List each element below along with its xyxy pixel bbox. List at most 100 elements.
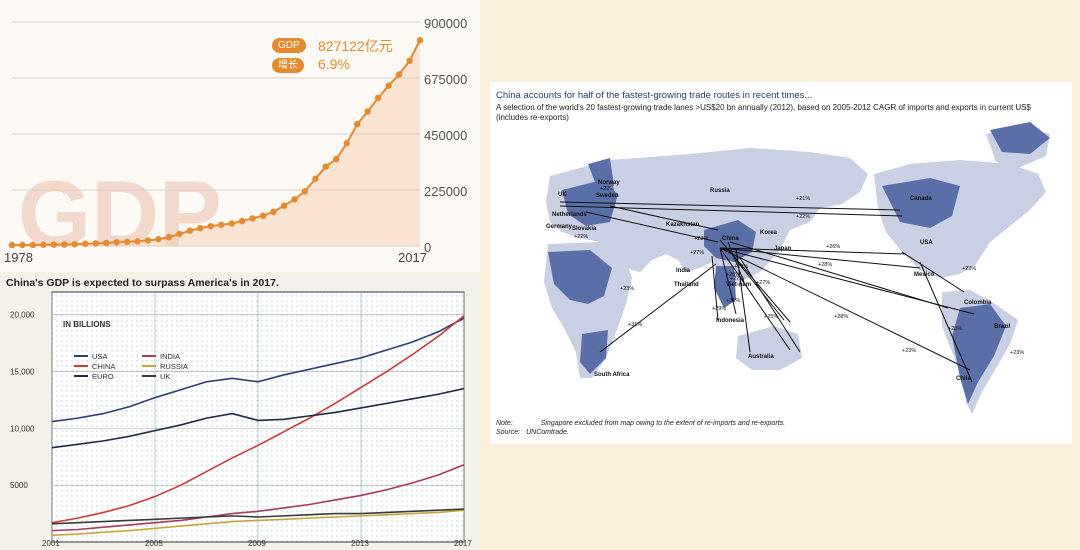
map-subtitle: A selection of the world's 20 fastest-gr… <box>496 103 1031 122</box>
gdp-data-point <box>218 221 225 228</box>
series-line-uk <box>51 508 465 525</box>
gdp-y-tick-label: 225000 <box>424 184 467 199</box>
map-footnote: Note: Singapore excluded from map owing … <box>496 420 785 437</box>
note-label: Note: <box>496 420 513 427</box>
gdp-watermark: GDP <box>18 161 222 266</box>
gdp-data-point <box>71 240 78 248</box>
route-growth-label: +31% <box>726 298 740 304</box>
trade-route-line <box>559 201 901 211</box>
gdp-data-point <box>50 241 58 248</box>
projection-x-tick-label: 2009 <box>248 539 266 548</box>
gdp-data-point <box>291 196 298 203</box>
south-africa-shape <box>580 330 608 374</box>
gdp-y-tick-label: 675000 <box>424 72 467 87</box>
trade-route-line <box>719 247 791 351</box>
europe-asia-landmass <box>546 148 868 282</box>
gdp-data-point <box>270 208 277 215</box>
trade-route-line <box>719 247 737 315</box>
route-growth-label: +28% <box>818 262 832 268</box>
scandinavia-shape <box>588 158 614 190</box>
gdp-data-point <box>176 230 183 238</box>
trade-route-line <box>729 241 949 309</box>
projection-x-tick-label: 2005 <box>145 539 163 548</box>
trade-route-line <box>735 259 785 321</box>
trade-route-line <box>719 239 791 323</box>
projection-x-tick-label: 2013 <box>351 539 369 548</box>
country-label-viet-nam: Viet-nam <box>726 282 751 288</box>
legend-label-usa: USA <box>92 352 107 361</box>
trade-route-line <box>585 211 719 243</box>
source-label: Source: <box>496 428 521 436</box>
country-label-usa: USA <box>920 240 933 246</box>
gdp-y-tick-label: 0 <box>424 240 431 255</box>
trade-route-line <box>719 247 907 255</box>
trade-route-line <box>719 247 921 269</box>
legend-label-euro: EURO <box>92 372 114 381</box>
gdp-data-point <box>322 163 330 170</box>
country-label-norway: Norway <box>598 180 620 186</box>
gdp-data-point <box>155 236 162 243</box>
gdp-data-point <box>113 239 120 246</box>
projection-y-tick-label: 10,000 <box>10 424 35 433</box>
gdp-data-point <box>395 71 403 78</box>
gdp-data-point <box>374 94 382 102</box>
country-label-indonesia: Indonesia <box>716 318 745 324</box>
country-label-australia: Australia <box>748 354 774 360</box>
trade-routes-map: China accounts for half of the fastest-g… <box>490 82 1072 444</box>
gdp-data-point <box>92 240 99 247</box>
country-label-chile: Chile <box>956 376 971 382</box>
country-label-colombia: Colombia <box>964 300 992 306</box>
gdp-data-point <box>165 233 173 241</box>
note-text: Singapore excluded from map owing to the… <box>540 420 786 427</box>
route-growth-label: +29% <box>712 306 726 312</box>
gdp-data-point <box>123 238 131 245</box>
gdp-data-point <box>354 121 361 128</box>
country-label-mexico: Mexico <box>914 272 935 278</box>
gdp-data-point <box>238 217 246 225</box>
gdp-projection-chart: China's GDP is expected to surpass Ameri… <box>0 274 480 550</box>
country-label-india: India <box>676 268 691 274</box>
gdp-data-point <box>207 222 214 230</box>
legend-label-russia: RUSSIA <box>160 362 188 371</box>
gdp-data-point <box>197 224 204 232</box>
route-growth-label: +29% <box>734 264 748 270</box>
projection-title: China's GDP is expected to surpass Ameri… <box>6 277 279 289</box>
legend-label-uk: UK <box>160 372 170 381</box>
trade-route-line <box>739 257 801 353</box>
gdp-series-line <box>11 39 421 247</box>
gdp-y-tick-label: 450000 <box>424 128 467 143</box>
route-growth-label: +23% <box>620 286 634 292</box>
south-america-highlight <box>952 304 1006 404</box>
gdp-data-point <box>343 140 350 147</box>
route-growth-label: +23% <box>1010 350 1024 356</box>
gdp-data-point <box>333 155 340 163</box>
australia-landmass <box>736 326 802 370</box>
projection-x-tick-label: 2017 <box>454 539 472 548</box>
gdp-data-point <box>134 238 141 245</box>
country-label-korea: Korea <box>760 230 778 236</box>
series-line-china <box>51 315 465 524</box>
projection-y-tick-label: 20,000 <box>10 311 35 320</box>
map-title: China accounts for half of the fastest-g… <box>496 90 813 101</box>
route-growth-label: +28% <box>726 272 740 278</box>
route-growth-label: +23% <box>948 326 962 332</box>
gdp-data-point <box>144 237 152 244</box>
route-growth-label: +23% <box>962 266 976 272</box>
series-line-euro <box>51 387 465 449</box>
gdp-badge-label: GDP <box>272 38 306 53</box>
route-growth-label: +31% <box>628 322 642 328</box>
route-growth-label: +22% <box>600 186 614 192</box>
route-growth-label: +27% <box>690 250 704 256</box>
projection-y-tick-label: 5000 <box>10 481 28 490</box>
gdp-data-point <box>61 241 68 248</box>
gdp-data-point <box>280 202 288 209</box>
gdp-data-point <box>364 108 371 115</box>
route-growth-label: +27% <box>730 276 744 282</box>
world-map-svg: Norway Sweden UK Russia Netherlands Germany Sl… <box>544 122 1050 414</box>
series-line-russia <box>51 509 465 536</box>
country-label-japan: Japan <box>774 246 792 252</box>
gdp-data-point <box>186 227 194 234</box>
gdp-value: 827122亿元 <box>318 38 393 54</box>
trade-route-line <box>719 247 971 371</box>
gdp-data-point <box>406 57 413 64</box>
